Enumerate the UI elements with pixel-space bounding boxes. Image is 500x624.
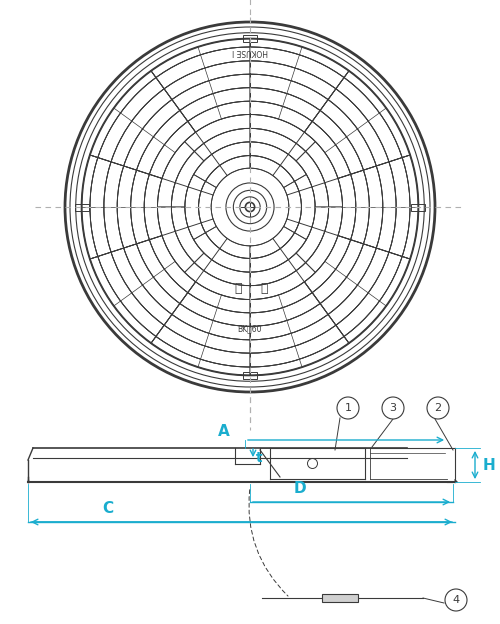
- Text: 2: 2: [434, 403, 442, 413]
- Text: 1: 1: [344, 403, 352, 413]
- Circle shape: [382, 397, 404, 419]
- Text: D: D: [294, 481, 306, 496]
- Circle shape: [337, 397, 359, 419]
- Circle shape: [445, 589, 467, 611]
- Text: 気: 気: [260, 282, 268, 295]
- Bar: [243, 372, 257, 379]
- Text: C: C: [102, 501, 114, 516]
- Text: BK－60: BK－60: [238, 324, 262, 334]
- Text: 3: 3: [390, 403, 396, 413]
- Bar: [74, 203, 88, 210]
- Bar: [243, 35, 257, 42]
- Text: 4: 4: [452, 595, 460, 605]
- Bar: [412, 203, 426, 210]
- Text: HOKUSE I: HOKUSE I: [232, 47, 268, 56]
- Text: 電: 電: [234, 282, 242, 295]
- Circle shape: [427, 397, 449, 419]
- Text: H: H: [483, 457, 496, 472]
- Text: t: t: [256, 451, 262, 465]
- Bar: [322, 594, 358, 602]
- Text: A: A: [218, 424, 230, 439]
